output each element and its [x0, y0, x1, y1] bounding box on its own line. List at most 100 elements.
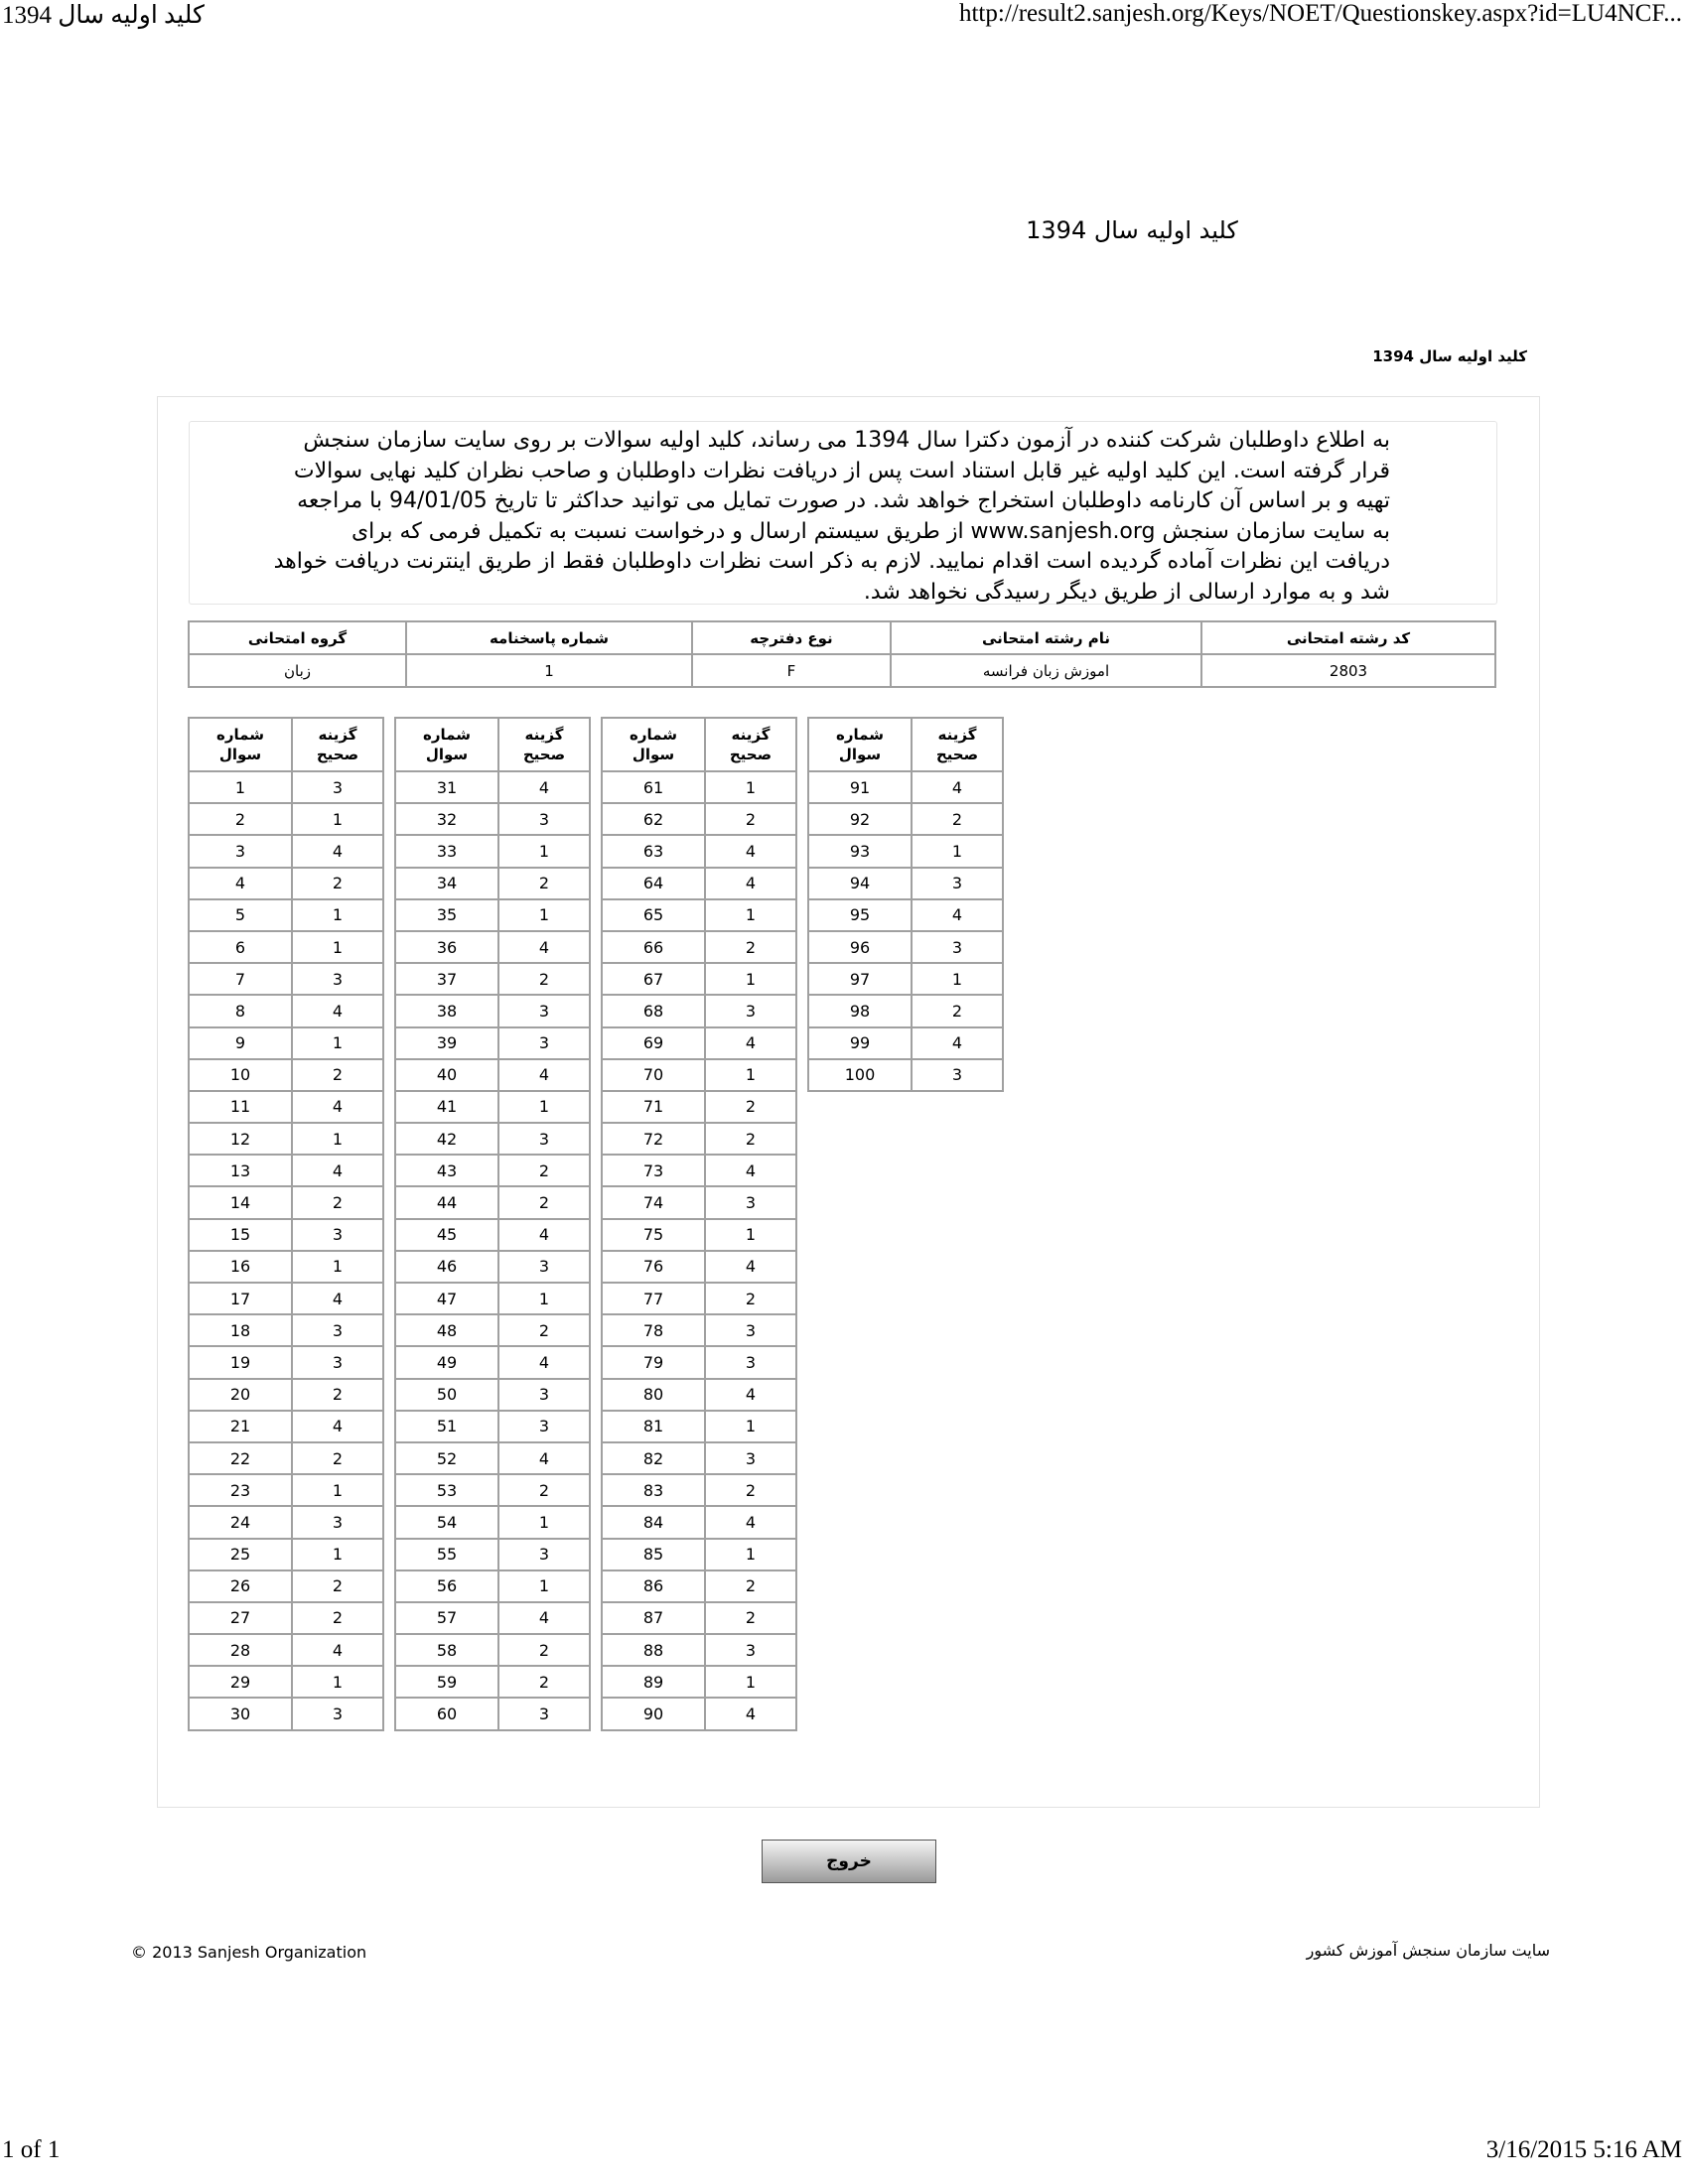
question-number: 26 — [188, 1569, 293, 1603]
correct-option: 3 — [497, 1537, 591, 1571]
header-question-number: شماره سوال — [394, 717, 499, 772]
sanjesh-site-link[interactable]: سایت سازمان سنجش آموزش کشور — [1306, 1941, 1550, 1960]
answer-row: 34 2 — [394, 866, 591, 900]
notice-box: به اطلاع داوطلبان شرکت کننده در آزمون دک… — [189, 421, 1497, 605]
question-number: 94 — [807, 866, 913, 900]
question-number: 13 — [188, 1154, 293, 1188]
correct-option: 2 — [704, 1089, 797, 1125]
correct-option: 4 — [911, 897, 1004, 932]
answer-row: 47 1 — [394, 1281, 591, 1316]
question-number: 47 — [394, 1281, 499, 1316]
correct-option: 3 — [497, 1697, 591, 1731]
correct-option: 3 — [291, 1505, 384, 1540]
question-number: 53 — [394, 1473, 499, 1508]
answer-row: 29 1 — [188, 1665, 384, 1700]
correct-option: 1 — [704, 1409, 797, 1443]
answer-row: 27 2 — [188, 1600, 384, 1636]
answer-row: 13 4 — [188, 1154, 384, 1188]
answer-row: 69 4 — [601, 1025, 797, 1060]
answer-header-row: شماره سوال گزینه صحیح — [394, 717, 591, 772]
correct-option: 3 — [704, 1440, 797, 1476]
question-number: 76 — [601, 1249, 706, 1285]
question-number: 24 — [188, 1505, 293, 1540]
question-number: 9 — [188, 1025, 293, 1060]
question-number: 74 — [601, 1185, 706, 1220]
correct-option: 4 — [704, 1377, 797, 1412]
question-number: 79 — [601, 1345, 706, 1380]
correct-option: 4 — [704, 834, 797, 869]
answer-row: 55 3 — [394, 1537, 591, 1571]
correct-option: 3 — [704, 1185, 797, 1220]
answer-row: 87 2 — [601, 1600, 797, 1636]
question-number: 56 — [394, 1569, 499, 1603]
correct-option: 3 — [291, 1313, 384, 1348]
correct-option: 1 — [911, 962, 1004, 997]
answer-row: 31 4 — [394, 769, 591, 805]
question-number: 15 — [188, 1217, 293, 1252]
answer-row: 99 4 — [807, 1025, 1004, 1060]
correct-option: 3 — [291, 1217, 384, 1252]
correct-option: 2 — [497, 1185, 591, 1220]
correct-option: 2 — [497, 1633, 591, 1668]
print-datetime: 3/16/2015 5:16 AM — [1485, 2136, 1682, 2163]
info-header-row: کد رشته امتحانی نام رشته امتحانی نوع دفت… — [188, 620, 1496, 655]
correct-option: 2 — [497, 1665, 591, 1700]
question-number: 52 — [394, 1440, 499, 1476]
correct-option: 4 — [291, 1154, 384, 1188]
answer-row: 33 1 — [394, 834, 591, 869]
answer-table: شماره سوال گزینه صحیح 31 4 32 3 33 1 34 2 35 1 36 4 37 2 3… — [394, 717, 591, 1731]
answer-row: 66 2 — [601, 929, 797, 965]
answer-row: 10 2 — [188, 1057, 384, 1092]
correct-option: 2 — [704, 1473, 797, 1508]
correct-option: 4 — [497, 1345, 591, 1380]
print-header-title: کلید اولیه سال 1394 — [2, 2, 205, 29]
correct-option: 2 — [291, 1185, 384, 1220]
question-number: 33 — [394, 834, 499, 869]
question-number: 18 — [188, 1313, 293, 1348]
correct-option: 3 — [291, 1345, 384, 1380]
question-number: 19 — [188, 1345, 293, 1380]
field-name: اموزش زبان فرانسه — [890, 653, 1202, 688]
answer-row: 41 1 — [394, 1089, 591, 1125]
answer-row: 98 2 — [807, 994, 1004, 1028]
exit-button[interactable]: خروج — [762, 1840, 936, 1883]
question-number: 84 — [601, 1505, 706, 1540]
correct-option: 1 — [291, 1665, 384, 1700]
answer-row: 16 1 — [188, 1249, 384, 1285]
correct-option: 1 — [497, 1089, 591, 1125]
correct-option: 3 — [497, 1377, 591, 1412]
header-question-number: شماره سوال — [601, 717, 706, 772]
answer-row: 58 2 — [394, 1633, 591, 1668]
question-number: 30 — [188, 1697, 293, 1731]
question-number: 62 — [601, 802, 706, 837]
answer-row: 54 1 — [394, 1505, 591, 1540]
correct-option: 4 — [704, 1154, 797, 1188]
answer-row: 14 2 — [188, 1185, 384, 1220]
answer-row: 15 3 — [188, 1217, 384, 1252]
answer-row: 19 3 — [188, 1345, 384, 1380]
answer-row: 23 1 — [188, 1473, 384, 1508]
answer-row: 88 3 — [601, 1633, 797, 1668]
header-answer-sheet-number: شماره پاسخنامه — [405, 620, 693, 655]
question-number: 60 — [394, 1697, 499, 1731]
question-number: 83 — [601, 1473, 706, 1508]
copyright: © 2013 Sanjesh Organization — [131, 1943, 367, 1962]
print-header-url: http://result2.sanjesh.org/Keys/NOET/Que… — [958, 0, 1682, 27]
question-number: 97 — [807, 962, 913, 997]
correct-option: 2 — [497, 1313, 591, 1348]
correct-option: 4 — [291, 994, 384, 1028]
page-subtitle: کلید اولیه سال 1394 — [1372, 347, 1527, 365]
answer-row: 44 2 — [394, 1185, 591, 1220]
question-number: 91 — [807, 769, 913, 805]
correct-option: 4 — [291, 1633, 384, 1668]
answer-row: 35 1 — [394, 897, 591, 932]
answer-row: 24 3 — [188, 1505, 384, 1540]
answer-row: 65 1 — [601, 897, 797, 932]
question-number: 81 — [601, 1409, 706, 1443]
correct-option: 1 — [497, 1569, 591, 1603]
question-number: 68 — [601, 994, 706, 1028]
exam-info-table: کد رشته امتحانی نام رشته امتحانی نوع دفت… — [188, 620, 1496, 688]
exam-group: زبان — [188, 653, 407, 688]
